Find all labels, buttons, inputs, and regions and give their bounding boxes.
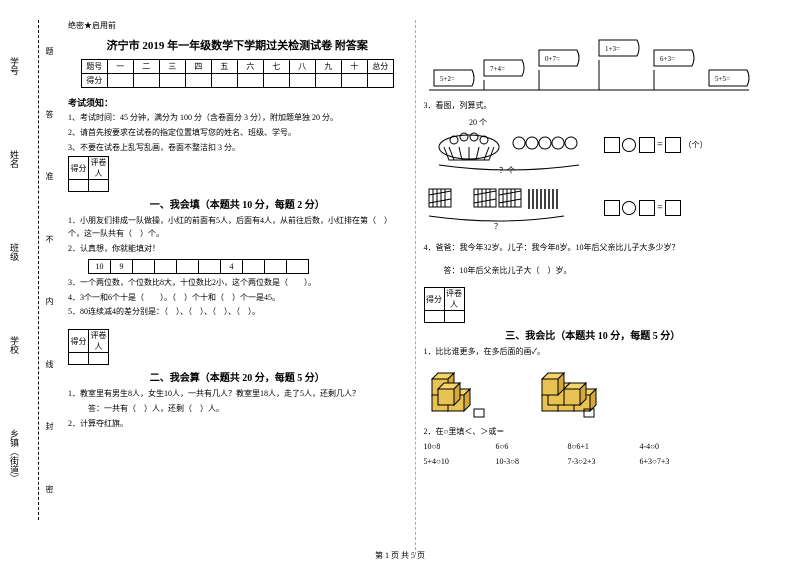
svg-text:6+3=: 6+3= bbox=[660, 55, 675, 63]
binding-labels: 学号 姓名 班级 学校 乡镇（街道） bbox=[8, 20, 21, 520]
q1-5: 5．80连续减4的差分别是：（ ）、（ ）、（ ）、（ ）。 bbox=[68, 306, 407, 319]
binding-label: 学号 bbox=[8, 57, 21, 75]
q1-1: 1．小朋友们排成一队做操，小红的前面有5人，后面有4人，从前往后数，小红排在第（… bbox=[68, 215, 407, 241]
notice-head: 考试须知： bbox=[68, 96, 407, 109]
basket-label: 20 个 bbox=[469, 118, 487, 127]
sticks-diagram: ？ bbox=[424, 181, 594, 236]
q2-2: 2．计算夺红旗。 bbox=[68, 418, 407, 431]
part1-title: 一、我会填（本题共 10 分，每题 2 分） bbox=[68, 196, 407, 211]
q1-2: 2．认真想，你就能填对！ bbox=[68, 243, 407, 256]
number-sequence-table: 10 9 4 bbox=[88, 259, 309, 274]
part3-title: 三、我会比（本题共 10 分，每题 5 分） bbox=[424, 327, 763, 342]
svg-text:0+7=: 0+7= bbox=[545, 55, 560, 63]
q2-1: 1．教室里有男生8人，女生10人，一共有几人？教室里18人，走了5人，还剩几人？ bbox=[68, 388, 407, 401]
binding-label: 姓名 bbox=[8, 150, 21, 168]
q3-2: 2．在○里填＜、＞或＝ bbox=[424, 426, 763, 439]
q3-1: 1．比比谁更多，在多后面的画✓。 bbox=[424, 346, 763, 359]
score-summary-table: 题号 一 二 三 四 五 六 七 八 九 十 总分 得分 bbox=[81, 59, 394, 88]
answer-box[interactable] bbox=[639, 137, 655, 153]
exam-title: 济宁市 2019 年一年级数学下学期过关检测试卷 附答案 bbox=[68, 37, 407, 53]
cube-stack-left bbox=[424, 365, 494, 420]
binding-label: 乡镇（街道） bbox=[8, 429, 21, 483]
cubes-diagram bbox=[424, 365, 763, 420]
svg-text:5+2=: 5+2= bbox=[440, 75, 455, 83]
binding-dashed-line bbox=[38, 20, 39, 520]
answer-box[interactable] bbox=[665, 200, 681, 216]
svg-text:？个: ？个 bbox=[499, 166, 515, 175]
svg-text:5+5=: 5+5= bbox=[715, 75, 730, 83]
answer-box[interactable] bbox=[604, 137, 620, 153]
operator-circle[interactable] bbox=[622, 138, 636, 152]
compare-row: 5+4○10 10-3○8 7-3○2+3 6+3○7+3 bbox=[424, 456, 763, 469]
flags-diagram: 5+2= 7+4= 0+7= 1+3= 6+3= 5+5= bbox=[424, 20, 754, 95]
cube-stack-right bbox=[534, 365, 624, 420]
answer-box[interactable] bbox=[604, 200, 620, 216]
svg-text:？: ？ bbox=[494, 222, 502, 231]
svg-text:1+3=: 1+3= bbox=[605, 45, 620, 53]
page-footer: 第 1 页 共 5 页 bbox=[0, 550, 800, 561]
binding-label: 班级 bbox=[8, 243, 21, 261]
q1-3: 3．一个两位数，个位数比8大，十位数比2小，这个两位数是（ ）。 bbox=[68, 277, 407, 290]
score-box: 得分评卷人 bbox=[68, 329, 109, 365]
q4r-ans: 答：10年后父亲比儿子大（ ）岁。 bbox=[444, 265, 763, 278]
confidential-label: 绝密★启用前 bbox=[68, 20, 407, 31]
answer-box[interactable] bbox=[639, 200, 655, 216]
score-box: 得分评卷人 bbox=[424, 287, 465, 323]
equation-boxes: = bbox=[604, 200, 682, 216]
right-column: 5+2= 7+4= 0+7= 1+3= 6+3= 5+5= 3．看图，列算式。 … bbox=[416, 20, 771, 555]
notice-item: 2、请首先按要求在试卷的指定位置填写您的姓名、班级、学号。 bbox=[68, 127, 407, 140]
part2-title: 二、我会算（本题共 20 分，每题 5 分） bbox=[68, 369, 407, 384]
svg-text:7+4=: 7+4= bbox=[490, 65, 505, 73]
notice-item: 3、不要在试卷上乱写乱画，卷面不整洁扣 3 分。 bbox=[68, 142, 407, 155]
notice-item: 1、考试时间：45 分钟，满分为 100 分（含卷面分 3 分），附加题单独 2… bbox=[68, 112, 407, 125]
operator-circle[interactable] bbox=[622, 201, 636, 215]
answer-box[interactable] bbox=[665, 137, 681, 153]
score-box: 得分评卷人 bbox=[68, 156, 109, 192]
q1-4: 4．3个一和6个十是（ ）。（ ）个十和（ ）个一是45。 bbox=[68, 292, 407, 305]
binding-markers: 题 答 准 不 内 线 封 密 bbox=[44, 20, 55, 520]
q2-1-ans: 答：一共有（ ）人，还剩（ ）人。 bbox=[88, 403, 407, 416]
binding-label: 学校 bbox=[8, 336, 21, 354]
q4r-text: 4．爸爸：我今年32岁。儿子：我今年8岁。10年后父亲比儿子大多少岁？ bbox=[424, 242, 763, 255]
basket-diagram: 20 个 ？个 bbox=[424, 115, 594, 175]
compare-row: 10○8 6○6 8○6+1 4-4○0 bbox=[424, 441, 763, 454]
q3r-text: 3．看图，列算式。 bbox=[424, 100, 763, 113]
equation-boxes: = （个） bbox=[604, 137, 708, 153]
left-column: 绝密★启用前 济宁市 2019 年一年级数学下学期过关检测试卷 附答案 题号 一… bbox=[60, 20, 416, 555]
